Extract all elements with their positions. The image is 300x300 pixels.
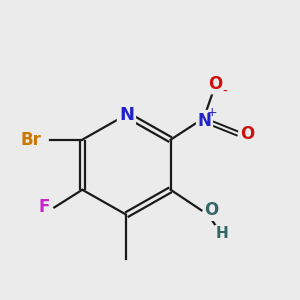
Text: -: - <box>223 85 227 99</box>
Text: H: H <box>216 226 229 242</box>
Text: O: O <box>205 201 219 219</box>
Text: O: O <box>208 75 222 93</box>
Text: +: + <box>207 106 218 119</box>
Text: F: F <box>38 198 50 216</box>
Text: N: N <box>197 112 212 130</box>
Text: Br: Br <box>20 131 41 149</box>
Text: O: O <box>240 125 254 143</box>
Text: N: N <box>119 106 134 124</box>
